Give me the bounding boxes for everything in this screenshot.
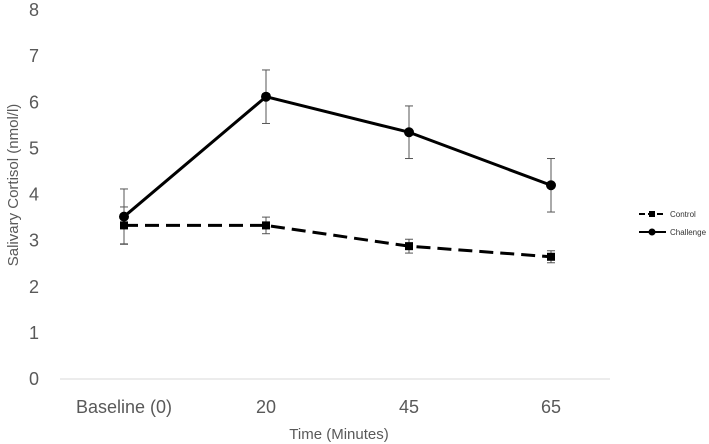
challenge-point bbox=[546, 180, 556, 191]
y-axis-ticks: 0 1 2 3 4 5 6 7 8 bbox=[29, 0, 39, 389]
challenge-point bbox=[404, 127, 414, 138]
challenge-point bbox=[261, 91, 271, 102]
challenge-point bbox=[119, 211, 129, 222]
legend-challenge-marker bbox=[648, 228, 656, 236]
y-axis-label: Salivary Cortisol (nmol/l) bbox=[5, 104, 22, 267]
challenge-series-line bbox=[123, 95, 552, 218]
control-point bbox=[547, 252, 555, 261]
control-point bbox=[262, 221, 270, 230]
x-axis-ticks: Baseline (0) 20 45 65 bbox=[76, 397, 561, 417]
y-tick-label: 3 bbox=[29, 231, 39, 251]
x-axis-label: Time (Minutes) bbox=[289, 426, 388, 443]
x-tick-label: 20 bbox=[256, 397, 276, 417]
control-series-line bbox=[124, 223, 552, 259]
x-tick-label: 45 bbox=[399, 397, 419, 417]
legend-control-marker bbox=[649, 211, 655, 217]
x-tick-label: 65 bbox=[541, 397, 561, 417]
legend: Control Challenge bbox=[639, 210, 707, 237]
legend-challenge-label: Challenge bbox=[670, 228, 707, 237]
control-point bbox=[405, 242, 413, 251]
y-tick-label: 4 bbox=[29, 185, 39, 205]
control-point bbox=[120, 221, 128, 230]
y-tick-label: 2 bbox=[29, 277, 39, 297]
series-lines bbox=[123, 95, 552, 259]
y-tick-label: 0 bbox=[29, 369, 39, 389]
y-tick-label: 7 bbox=[29, 46, 39, 66]
y-tick-label: 8 bbox=[29, 0, 39, 20]
legend-control-label: Control bbox=[670, 210, 696, 219]
x-tick-label: Baseline (0) bbox=[76, 397, 172, 417]
y-tick-label: 5 bbox=[29, 138, 39, 158]
y-tick-label: 1 bbox=[29, 323, 39, 343]
y-tick-label: 6 bbox=[29, 92, 39, 112]
data-markers bbox=[119, 91, 556, 261]
